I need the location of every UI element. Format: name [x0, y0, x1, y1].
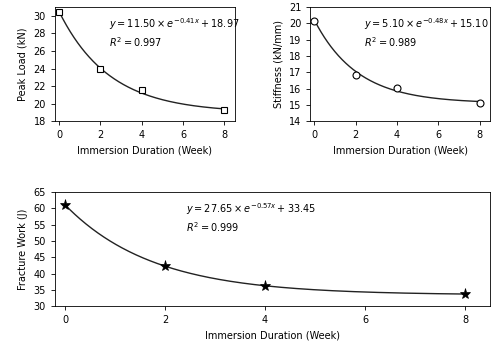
X-axis label: Immersion Duration (Week): Immersion Duration (Week) [78, 146, 212, 156]
Text: $R^2 = 0.999$: $R^2 = 0.999$ [186, 221, 239, 234]
Text: $y = 27.65\times e^{-0.57x} +33.45$: $y = 27.65\times e^{-0.57x} +33.45$ [186, 201, 316, 217]
Text: $R^2 = 0.989$: $R^2 = 0.989$ [364, 36, 418, 49]
Y-axis label: Stiffness (kN/mm): Stiffness (kN/mm) [274, 20, 283, 108]
Y-axis label: Fracture Work (J): Fracture Work (J) [18, 208, 28, 290]
Y-axis label: Peak Load (kN): Peak Load (kN) [18, 27, 28, 101]
X-axis label: Immersion Duration (Week): Immersion Duration (Week) [332, 146, 468, 156]
X-axis label: Immersion Duration (Week): Immersion Duration (Week) [205, 331, 340, 341]
Text: $R^2 = 0.997$: $R^2 = 0.997$ [109, 36, 162, 49]
Text: $y = 11.50\times e^{-0.41x} +18.97$: $y = 11.50\times e^{-0.41x} +18.97$ [109, 16, 240, 32]
Text: $y = 5.10\times e^{-0.48x} +15.10$: $y = 5.10\times e^{-0.48x} +15.10$ [364, 16, 489, 32]
